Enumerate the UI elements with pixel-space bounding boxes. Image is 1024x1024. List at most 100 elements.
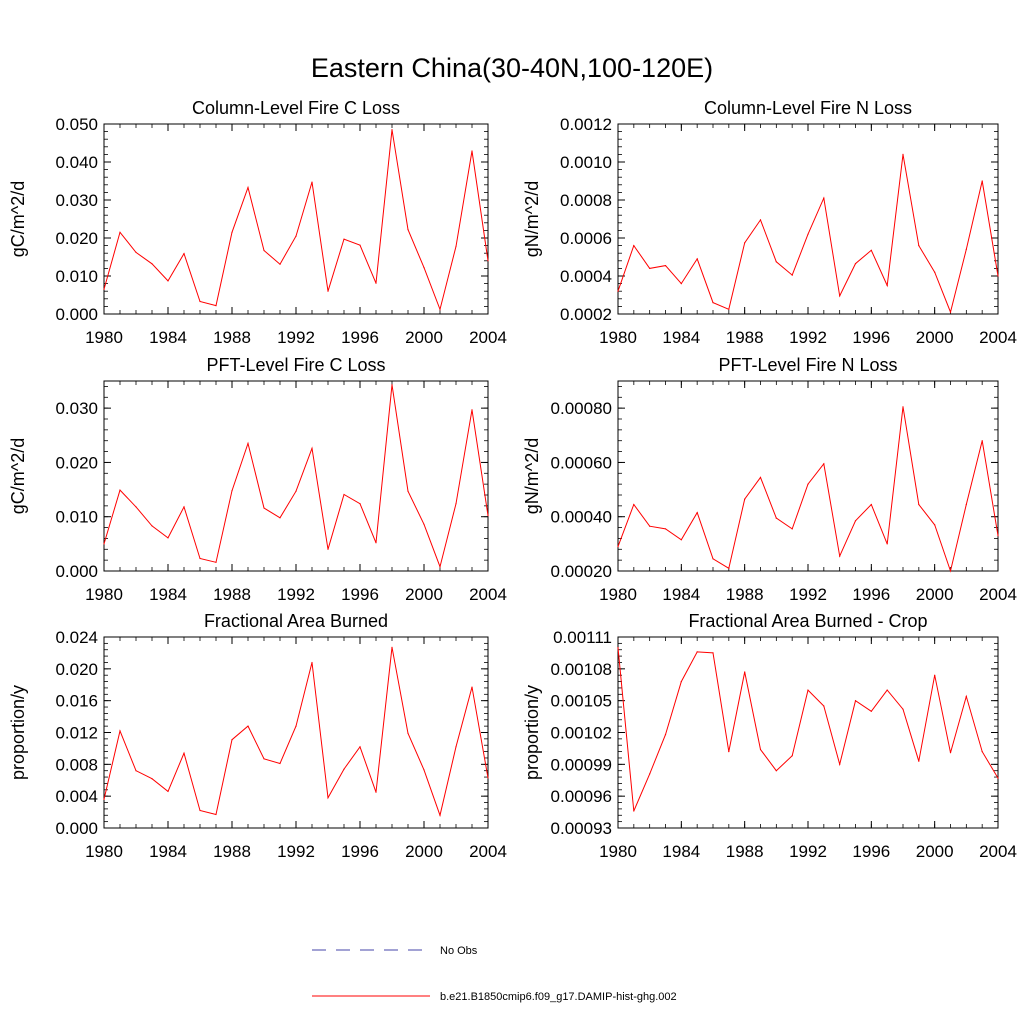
y-tick-label: 0.004 [55, 787, 98, 806]
data-point [791, 755, 793, 757]
x-tick-label: 1996 [852, 585, 890, 604]
x-tick-label: 1988 [213, 842, 251, 861]
x-tick-label: 1980 [85, 328, 123, 347]
data-point [949, 752, 952, 754]
data-point [135, 770, 137, 772]
y-tick-label: 0.012 [55, 724, 98, 743]
legend-obs-label: No Obs [440, 945, 478, 957]
y-tick-label: 0.00105 [551, 692, 612, 711]
data-point [839, 555, 841, 557]
y-tick-label: 0.0002 [560, 305, 612, 324]
data-point [791, 274, 793, 276]
data-point [807, 233, 809, 235]
data-point [119, 231, 121, 233]
data-point [471, 686, 473, 688]
y-tick-label: 0.00080 [551, 399, 612, 418]
x-tick-label: 1996 [341, 328, 379, 347]
y-tick-label: 0.016 [55, 692, 98, 711]
x-tick-label: 1992 [277, 328, 315, 347]
data-point [728, 308, 730, 310]
x-tick-label: 1980 [599, 842, 637, 861]
data-point [279, 517, 281, 519]
data-point [359, 746, 361, 748]
data-point [949, 570, 952, 572]
data-point [870, 503, 872, 506]
panel-2: 0.0002 0.0004 0.0006 0.0008 0.0010 0.0012 1980… [522, 98, 1017, 347]
data-point [997, 777, 999, 779]
y-tick-label: 0.010 [55, 508, 98, 527]
x-tick-label: 1988 [726, 585, 764, 604]
data-point [407, 732, 409, 734]
data-point [807, 483, 809, 485]
y-tick-label: 0.000 [55, 305, 98, 324]
plot-frame [617, 636, 999, 829]
data-point [649, 773, 651, 775]
data-point [151, 263, 153, 265]
data-point [664, 265, 667, 267]
data-point [823, 463, 825, 465]
data-point [311, 447, 313, 449]
data-point [263, 507, 265, 509]
data-point [949, 311, 952, 313]
data-point [343, 493, 345, 496]
x-tick-label: 2000 [916, 585, 954, 604]
data-point [151, 778, 153, 780]
x-tick-label: 1984 [662, 328, 700, 347]
plot-frame [617, 123, 999, 315]
data-point [199, 809, 201, 812]
data-point [934, 524, 936, 526]
x-tick-label: 2000 [916, 842, 954, 861]
y-tick-label: 0.020 [55, 229, 98, 248]
data-point [327, 290, 329, 292]
data-point [263, 758, 265, 760]
data-point [103, 543, 105, 545]
panel-title: PFT-Level Fire N Loss [718, 355, 897, 375]
data-point [391, 384, 393, 386]
data-point [649, 525, 651, 527]
y-tick-label: 0.0004 [560, 267, 612, 286]
data-point [744, 671, 746, 673]
data-point [231, 231, 233, 233]
data-point [183, 752, 185, 754]
y-tick-label: 0.00060 [551, 453, 612, 472]
data-point [439, 308, 441, 310]
data-point [423, 523, 425, 525]
data-point [151, 525, 153, 527]
data-point [997, 535, 999, 537]
data-point [712, 652, 714, 654]
y-tick-label: 0.000 [55, 562, 98, 581]
panel-title: PFT-Level Fire C Loss [206, 355, 385, 375]
data-point [918, 760, 920, 762]
data-point [775, 261, 777, 263]
series-line [617, 647, 999, 812]
data-point [839, 763, 841, 765]
data-point [617, 647, 619, 649]
data-point [712, 302, 714, 304]
y-axis-label: gC/m^2/d [8, 438, 28, 514]
data-point [664, 734, 667, 736]
x-tick-label: 2000 [405, 842, 443, 861]
y-tick-label: 0.0008 [560, 191, 612, 210]
data-point [375, 791, 377, 793]
data-point [664, 528, 667, 530]
data-point [407, 229, 409, 231]
data-point [759, 748, 762, 751]
panel-title: Fractional Area Burned [204, 611, 388, 631]
data-point [633, 503, 635, 506]
y-axis-label: gC/m^2/d [8, 181, 28, 257]
y-tick-label: 0.00040 [551, 508, 612, 527]
data-point [886, 689, 888, 691]
y-tick-label: 0.0012 [560, 115, 612, 134]
x-tick-label: 1992 [789, 328, 827, 347]
data-point [680, 283, 682, 285]
data-point [902, 406, 904, 408]
y-tick-label: 0.0006 [560, 229, 612, 248]
data-point [744, 498, 746, 500]
data-point [327, 797, 329, 799]
data-point [775, 517, 777, 519]
data-point [854, 700, 857, 702]
x-tick-label: 1988 [726, 842, 764, 861]
data-point [965, 248, 967, 250]
data-point [823, 197, 825, 199]
y-tick-label: 0.050 [55, 115, 98, 134]
